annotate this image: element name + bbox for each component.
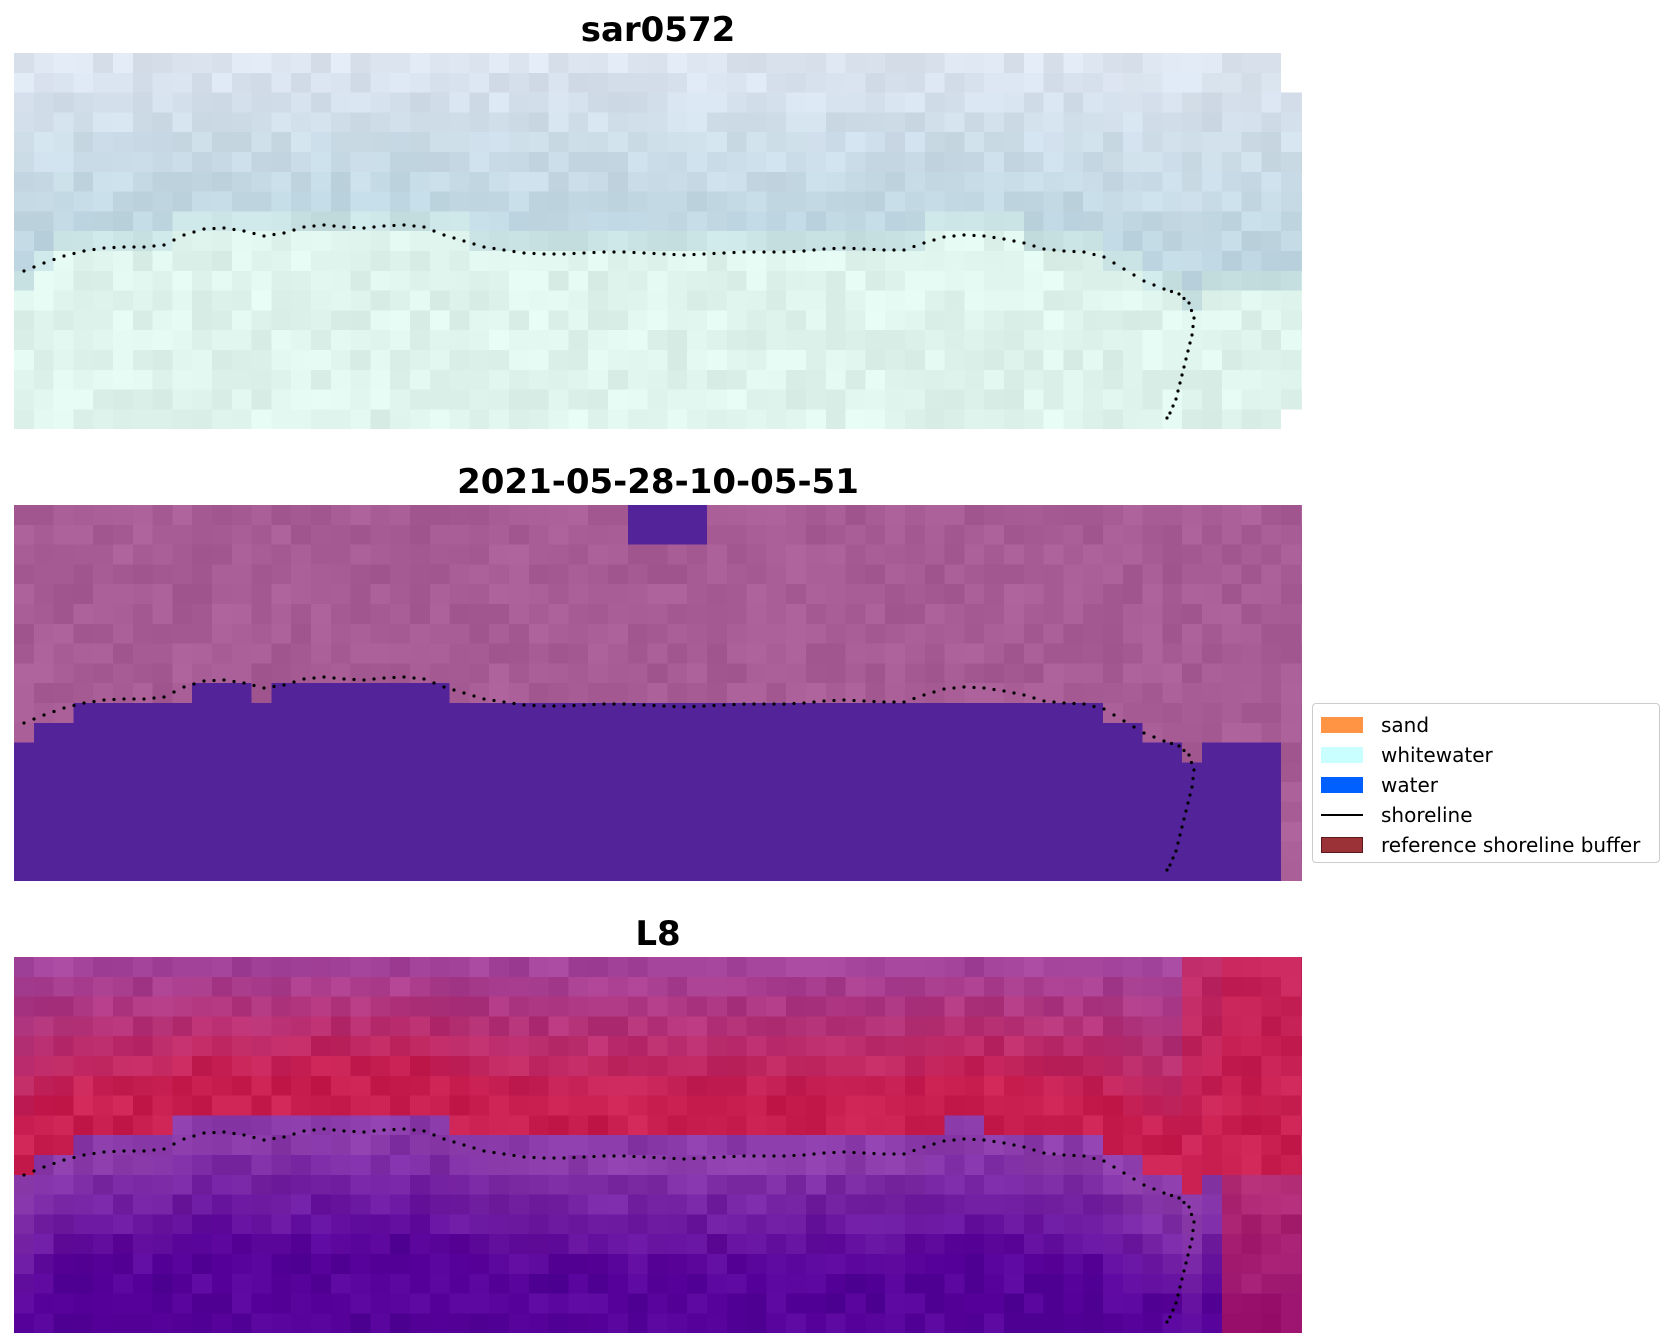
panel-title-date: 2021-05-28-10-05-51 [457,462,859,502]
index-image-panel [14,957,1302,1333]
legend-item-whitewater: whitewater [1321,740,1651,770]
shoreline-dots [22,1127,1196,1324]
classified-image-panel [14,505,1302,881]
sand-swatch [1321,717,1363,733]
legend-label: water [1381,773,1438,797]
legend-label: sand [1381,713,1430,737]
panel-title-sar0572: sar0572 [580,10,736,50]
legend: sand whitewater water shoreline referenc… [1312,703,1660,863]
water-swatch [1321,777,1363,793]
legend-label: reference shoreline buffer [1381,833,1641,857]
whitewater-swatch [1321,747,1363,763]
rgb-image [14,53,1302,429]
panel-title-l8: L8 [635,914,681,954]
legend-item-shoreline: shoreline [1321,800,1651,830]
shoreline-dots [22,223,1196,420]
legend-item-reference-buffer: reference shoreline buffer [1321,830,1651,860]
legend-item-water: water [1321,770,1651,800]
index-image [14,957,1302,1333]
shoreline-dots [22,675,1196,872]
legend-item-sand: sand [1321,710,1651,740]
legend-label: shoreline [1381,803,1473,827]
legend-label: whitewater [1381,743,1493,767]
buffer-swatch [1321,837,1363,853]
shoreline-line-swatch [1321,814,1363,816]
classified-image [14,505,1302,881]
rgb-image-panel [14,53,1302,429]
